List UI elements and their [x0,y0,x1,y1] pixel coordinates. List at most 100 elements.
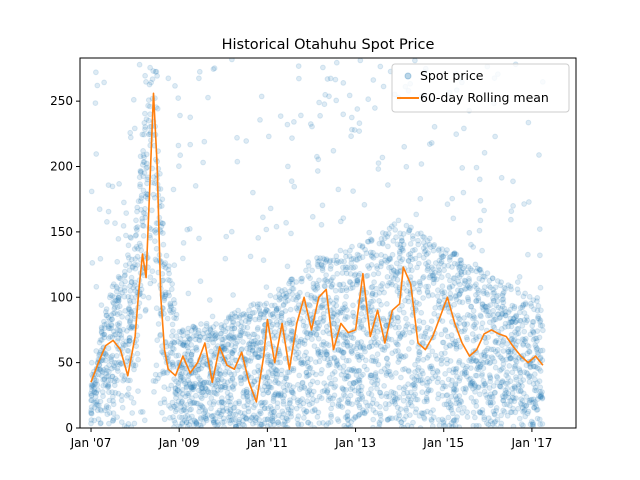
scatter-point [273,367,280,373]
scatter-point [435,247,442,254]
scatter-point [520,293,527,300]
scatter-point [456,299,463,305]
scatter-point [359,254,366,261]
scatter-point [343,332,350,338]
scatter-point [522,300,529,307]
scatter-point [485,345,491,352]
scatter-point [342,393,349,399]
scatter-point [117,275,124,282]
scatter-point [320,420,326,426]
scatter-point [539,322,546,329]
scatter-point [208,405,214,412]
scatter-point [368,339,375,346]
scatter-point [499,310,506,317]
scatter-point [193,367,199,374]
scatter-point [125,391,131,398]
scatter-point [114,311,121,318]
scatter-point [94,82,101,89]
scatter-point [372,371,379,378]
scatter-point [370,307,377,314]
scatter-point [458,328,465,335]
scatter-point [371,339,378,346]
scatter-point [165,75,172,82]
scatter-point [352,271,359,278]
scatter-point [334,416,341,423]
scatter-point [438,258,445,265]
scatter-point [256,411,262,418]
scatter-point [427,272,434,279]
scatter-point [110,401,117,408]
scatter-point [527,331,534,338]
scatter-point [500,339,506,345]
scatter-point [232,400,239,407]
scatter-point [524,350,531,357]
scatter-point [295,399,301,406]
scatter-point [188,353,195,360]
scatter-point [183,342,190,349]
scatter-point [473,319,480,326]
scatter-point [262,379,269,386]
scatter-point [216,407,223,414]
scatter-point [111,294,118,301]
scatter-point [394,241,401,248]
scatter-point [384,301,390,307]
scatter-point [420,295,427,301]
scatter-point [403,323,410,330]
scatter-point [318,370,324,377]
scatter-point [149,207,155,214]
scatter-point [423,283,429,290]
scatter-point [356,402,363,409]
scatter-point [409,256,416,263]
scatter-point [301,352,308,359]
scatter-point [278,295,284,302]
scatter-point [298,385,305,391]
scatter-point [519,336,526,343]
scatter-point [228,342,235,349]
scatter-point [318,342,325,348]
scatter-point [165,386,172,393]
scatter-point [214,334,221,341]
scatter-point [91,404,98,411]
scatter-point [237,332,244,339]
scatter-point [188,362,195,368]
scatter-point [288,408,294,414]
scatter-point [335,186,342,193]
scatter-point [476,266,483,273]
scatter-point [185,333,191,340]
scatter-point [537,319,543,325]
scatter-point [243,415,249,422]
scatter-point [268,384,275,391]
scatter-point [530,396,537,403]
scatter-point [356,411,363,418]
scatter-point [405,267,412,274]
scatter-point [499,342,505,349]
scatter-point [109,373,116,380]
scatter-point [372,358,379,365]
x-tick-label: Jan '17 [510,436,552,450]
scatter-point [89,382,96,388]
scatter-point [308,295,315,301]
scatter-point [448,420,455,426]
scatter-point [298,359,305,366]
scatter-point [211,389,218,396]
scatter-point [539,347,546,354]
scatter-point [415,237,421,244]
scatter-point [229,311,236,318]
scatter-point [261,383,268,390]
scatter-point [261,400,268,406]
scatter-point [467,285,473,292]
scatter-point [417,195,424,202]
scatter-point [482,380,489,387]
scatter-point [339,385,346,391]
scatter-point [490,290,497,297]
scatter-point [462,385,469,391]
scatter-point [382,253,389,260]
scatter-point [267,292,274,299]
scatter-point [173,333,180,340]
scatter-point [191,333,197,339]
scatter-point [230,383,236,390]
scatter-point [537,354,544,361]
scatter-point [375,361,382,368]
scatter-point [284,263,291,270]
